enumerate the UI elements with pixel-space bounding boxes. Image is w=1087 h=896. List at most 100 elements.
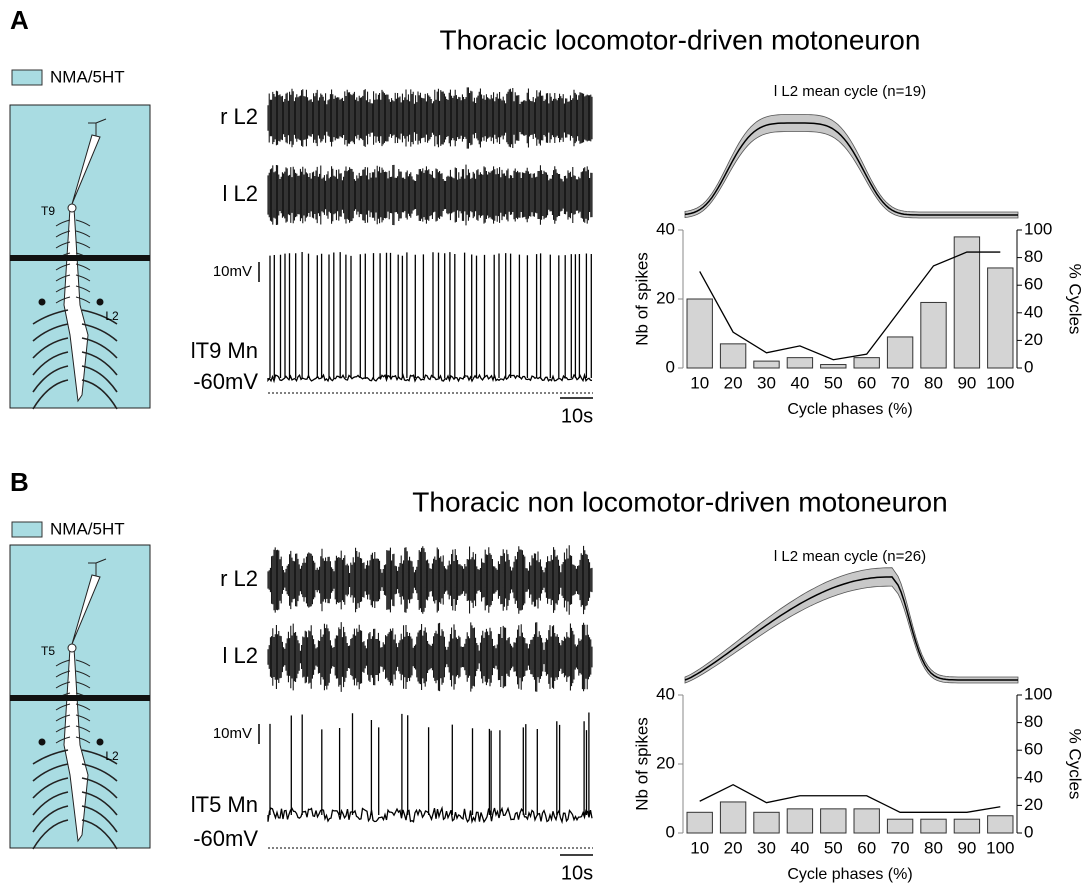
mean-cycle-title: l L2 mean cycle (n=26)	[774, 548, 926, 565]
x-tick-label: 100	[986, 373, 1014, 392]
x-tick-label: 90	[957, 838, 976, 857]
nerve-branch	[55, 736, 91, 744]
trace-label: l L2	[223, 643, 258, 668]
nerve-root	[32, 337, 118, 359]
nerve-recording	[267, 545, 593, 615]
cycles-line	[699, 251, 1001, 361]
nerve-branch	[55, 285, 91, 293]
voltage-scale-label: 10mV	[213, 263, 252, 280]
nerve-branch	[55, 725, 91, 733]
y2-tick-label: 20	[1024, 795, 1043, 814]
trace-label: l L2	[223, 181, 258, 206]
nerve-root	[32, 749, 118, 765]
legend-label: NMA/5HT	[50, 67, 125, 86]
nerve-label: L2	[105, 309, 119, 323]
bar	[886, 818, 914, 834]
nerve-root	[32, 819, 118, 850]
bar	[987, 267, 1014, 369]
y2-tick-label: 40	[1024, 302, 1043, 321]
bar	[786, 808, 814, 834]
bar	[753, 811, 780, 834]
y-axis-label: Nb of spikes	[632, 252, 651, 346]
legend-swatch	[11, 521, 43, 538]
trace-label: r L2	[220, 104, 258, 129]
mean-cycle-line	[684, 122, 1018, 216]
panel-title: Thoracic non locomotor-driven motoneuron	[412, 486, 947, 517]
x-tick-label: 70	[891, 838, 910, 857]
bar	[953, 236, 981, 369]
legend-label: NMA/5HT	[50, 519, 125, 538]
y2-tick-label: 60	[1024, 275, 1043, 294]
segment-label: T9	[41, 204, 55, 218]
electrode-dot	[96, 738, 104, 746]
y-tick-label: 20	[656, 288, 675, 307]
nerve-root	[32, 365, 118, 393]
nerve-branch	[55, 230, 91, 238]
mean-cycle-band	[684, 567, 1019, 684]
time-scale-label: 10s	[561, 862, 593, 884]
bar	[686, 298, 713, 369]
nerve-root	[32, 791, 118, 816]
panel-letter: B	[10, 467, 29, 497]
motoneuron-recording	[267, 252, 593, 384]
bar	[987, 815, 1014, 834]
resting-label: -60mV	[193, 369, 258, 394]
trace-label: lT9 Mn	[191, 338, 258, 363]
y-tick-label: 40	[656, 219, 675, 238]
nerve-root	[32, 805, 118, 833]
resting-label: -60mV	[193, 826, 258, 851]
bar	[920, 301, 947, 369]
y2-tick-label: 20	[1024, 330, 1043, 349]
nerve-branch	[55, 659, 91, 667]
cycles-line	[699, 783, 1001, 813]
y-tick-label: 0	[666, 822, 675, 841]
bar	[886, 336, 914, 369]
x-tick-label: 80	[924, 838, 943, 857]
bar	[853, 357, 880, 369]
x-tick-label: 60	[857, 373, 876, 392]
mean-cycle-band	[684, 114, 1019, 219]
x-axis-label: Cycle phases (%)	[787, 866, 912, 883]
x-tick-label: 50	[824, 838, 843, 857]
bar	[953, 818, 981, 834]
x-tick-label: 90	[957, 373, 976, 392]
y-tick-label: 20	[656, 753, 675, 772]
electrode-dot	[38, 738, 46, 746]
y2-tick-label: 0	[1024, 822, 1033, 841]
nerve-recording	[267, 164, 593, 226]
nerve-branch	[55, 670, 91, 678]
x-axis-label: Cycle phases (%)	[787, 401, 912, 418]
x-tick-label: 20	[724, 373, 743, 392]
y2-tick-label: 0	[1024, 357, 1033, 376]
y2-tick-label: 100	[1024, 684, 1052, 703]
bar	[686, 811, 713, 834]
nerve-root	[32, 351, 118, 376]
nerve-recording	[267, 622, 593, 692]
y2-axis-label: % Cycles	[1066, 264, 1085, 335]
bar	[920, 818, 947, 834]
trace-label: lT5 Mn	[191, 792, 258, 817]
panel-letter: A	[10, 5, 29, 35]
nerve-branch	[55, 241, 91, 249]
headstage	[88, 558, 107, 576]
nerve-recording	[267, 87, 593, 149]
x-tick-label: 40	[790, 373, 809, 392]
x-tick-label: 40	[790, 838, 809, 857]
bar	[853, 808, 880, 834]
x-tick-label: 70	[891, 373, 910, 392]
y-tick-label: 0	[666, 357, 675, 376]
x-tick-label: 100	[986, 838, 1014, 857]
x-tick-label: 20	[724, 838, 743, 857]
soma	[67, 643, 77, 653]
bar	[820, 364, 847, 369]
nerve-root	[32, 763, 118, 782]
x-tick-label: 10	[690, 838, 709, 857]
y2-tick-label: 100	[1024, 219, 1052, 238]
y-tick-label: 40	[656, 684, 675, 703]
bar	[820, 808, 847, 834]
legend-swatch	[11, 69, 43, 86]
nerve-branch	[55, 274, 91, 282]
nerve-branch	[55, 263, 91, 271]
y2-tick-label: 80	[1024, 712, 1043, 731]
nerve-branch	[55, 703, 91, 711]
